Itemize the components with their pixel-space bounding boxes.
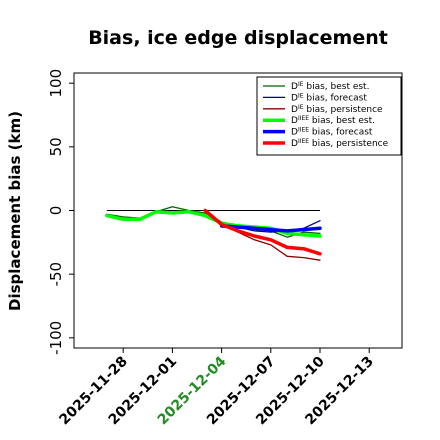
legend-label-2: DIE bias, persistence bbox=[291, 104, 383, 115]
y-tick-label: 0 bbox=[47, 206, 65, 216]
y-tick-label: 100 bbox=[47, 69, 65, 98]
legend-label-3: DIIEE bias, best est. bbox=[291, 115, 375, 126]
y-tick-label: -100 bbox=[47, 321, 65, 355]
y-axis-label: Displacement bias (km) bbox=[6, 111, 24, 311]
legend-label-4: DIIEE bias, forecast bbox=[291, 127, 373, 138]
series-line-4 bbox=[219, 224, 322, 233]
legend: DIE bias, best est.DIE bias, forecastDIE… bbox=[256, 76, 402, 156]
series-line-5 bbox=[203, 208, 322, 256]
legend-label-5: DIIEE bias, persistence bbox=[291, 138, 389, 149]
y-tick-label: 50 bbox=[47, 137, 65, 156]
chart-title: Bias, ice edge displacement bbox=[88, 27, 388, 49]
x-ticks: 2025-11-282025-12-012025-12-042025-12-07… bbox=[56, 348, 377, 428]
series-layer bbox=[105, 206, 322, 261]
legend-label-0: DIE bias, best est. bbox=[291, 81, 369, 92]
legend-label-1: DIE bias, forecast bbox=[291, 92, 367, 103]
y-ticks: 100 50 0 -50 -100 bbox=[47, 69, 74, 355]
y-tick-label: -50 bbox=[47, 262, 65, 287]
